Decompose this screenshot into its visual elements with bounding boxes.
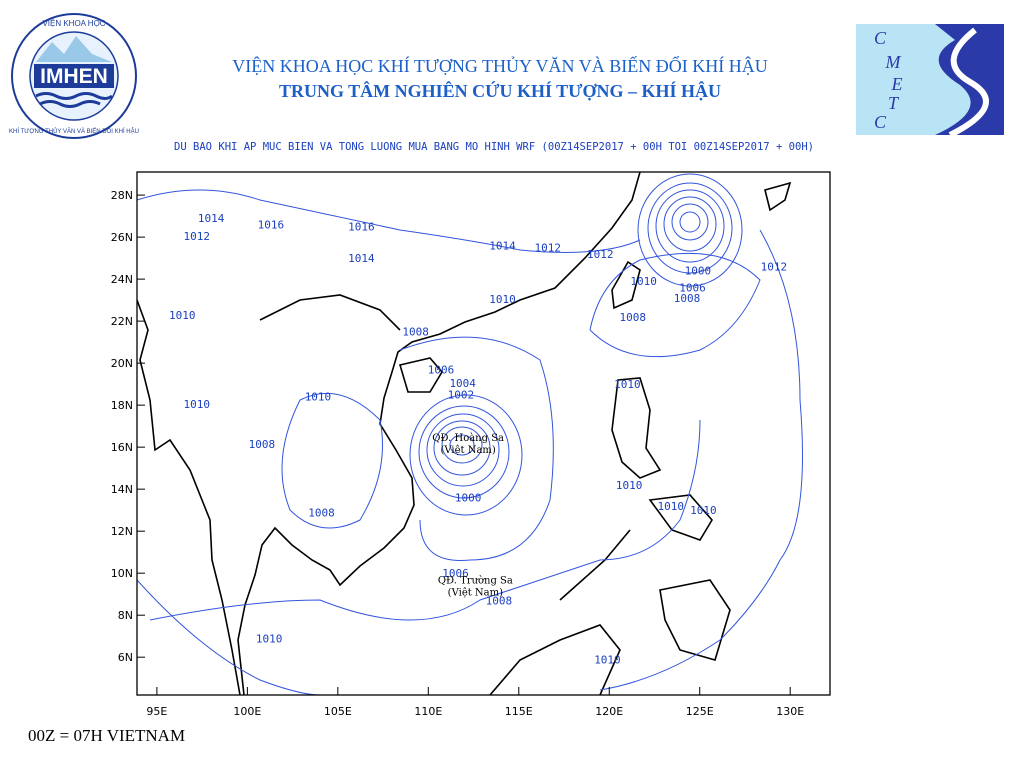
y-tick-label: 28N (111, 189, 133, 202)
isobar-label: 1004 (449, 377, 476, 390)
isobar-label: 1010 (614, 378, 641, 391)
isobar-label: 1010 (658, 500, 685, 513)
x-tick-label: 100E (233, 705, 261, 718)
x-tick-label: 110E (414, 705, 442, 718)
x-tick-label: 95E (146, 705, 167, 718)
logo-letter: C (874, 28, 887, 48)
isobar-label: 1008 (486, 594, 513, 607)
isobar-label: 1012 (587, 248, 614, 261)
isobar-label: 1010 (690, 504, 717, 517)
isobar-label: 1016 (348, 221, 375, 234)
place-country: (Việt Nam) (448, 588, 503, 599)
place-name: QĐ. Trường Sa (438, 576, 513, 587)
map-title: DU BAO KHI AP MUC BIEN VA TONG LUONG MUA… (174, 140, 814, 153)
logo-ring-bottom: KHÍ TƯỢNG THỦY VĂN VÀ BIẾN ĐỔI KHÍ HẬU (9, 128, 139, 135)
isobar-label: 1008 (674, 292, 701, 305)
institute-title: VIỆN KHOA HỌC KHÍ TƯỢNG THỦY VĂN VÀ BIẾN… (232, 55, 767, 76)
y-tick-label: 22N (111, 315, 133, 328)
y-tick-label: 20N (111, 357, 133, 370)
logo-letter: C (874, 112, 887, 132)
isobar-label: 1008 (620, 311, 647, 324)
y-tick-label: 14N (111, 483, 133, 496)
y-tick-label: 12N (111, 525, 133, 538)
footer-note: 00Z = 07H VIETNAM (28, 726, 185, 745)
isobar-label: 1010 (616, 479, 643, 492)
coastlines (137, 172, 792, 695)
isobar-label: 1000 (685, 265, 712, 278)
logo-letter: E (891, 74, 903, 94)
isobar-label: 1014 (348, 252, 375, 265)
isobar-label: 1006 (679, 282, 706, 295)
logo-ring-top: VIỆN KHOA HỌC (42, 19, 105, 28)
isobar-label: 1012 (183, 230, 210, 243)
map-frame (136, 171, 831, 696)
isobar-label: 1010 (630, 275, 657, 288)
x-tick-label: 125E (686, 705, 714, 718)
map-body (137, 172, 803, 695)
y-tick-label: 24N (111, 273, 133, 286)
isobar-label: 1010 (169, 309, 196, 322)
x-tick-label: 120E (595, 705, 623, 718)
y-tick-label: 8N (118, 609, 133, 622)
isobars (137, 173, 803, 695)
y-tick-label: 18N (111, 399, 133, 412)
isobar-label: 1008 (308, 506, 335, 519)
logo-name: IMHEN (40, 65, 108, 88)
isobar-label: 1002 (448, 389, 475, 402)
isobar-label: 1010 (183, 398, 210, 411)
x-tick-label: 130E (776, 705, 804, 718)
x-tick-label: 105E (324, 705, 352, 718)
y-tick-label: 6N (118, 651, 133, 664)
cmetc-logo (856, 24, 1004, 138)
logo-letter: T (888, 93, 900, 113)
isobar-label: 1010 (489, 293, 516, 306)
y-tick-label: 10N (111, 567, 133, 580)
isobar-label: 1008 (402, 326, 429, 339)
place-country: (Việt Nam) (440, 445, 495, 456)
y-tick-label: 16N (111, 441, 133, 454)
logo-letter: M (885, 52, 902, 72)
isobar-label: 1010 (594, 653, 621, 666)
isobar-label: 1006 (428, 363, 455, 376)
isobar-label: 1014 (198, 212, 225, 225)
center-title: TRUNG TÂM NGHIÊN CỨU KHÍ TƯỢNG – KHÍ HẬU (279, 80, 721, 101)
x-tick-label: 115E (505, 705, 533, 718)
place-name: QĐ. Hoàng Sa (432, 433, 504, 444)
isobar-label: 1010 (256, 632, 283, 645)
isobar-label: 1008 (249, 438, 276, 451)
isobar-label: 1006 (442, 567, 469, 580)
imhen-logo: IMHEN VIỆN KHOA HỌC KHÍ TƯỢNG THỦY VĂN V… (9, 13, 139, 139)
isobar-label: 1012 (761, 261, 788, 274)
isobar-label: 1010 (305, 391, 332, 404)
map-annotations: 95E 100E 105E 110E 115E 120E 125E 130E 6N 8N 10N 12… (111, 189, 804, 718)
isobar-label: 1014 (489, 240, 516, 253)
isobar-label: 1012 (534, 242, 561, 255)
isobar-label: 1000 (455, 492, 482, 505)
isobar-label: 1016 (258, 219, 285, 232)
y-tick-label: 26N (111, 231, 133, 244)
